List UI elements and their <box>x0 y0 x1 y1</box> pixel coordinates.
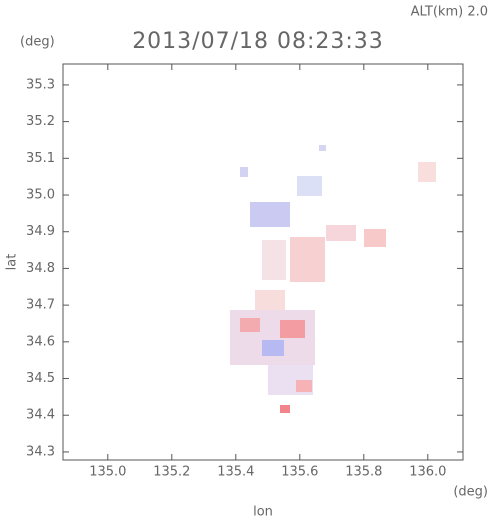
y-tick-label: 34.4 <box>26 408 55 423</box>
y-tick-label: 35.1 <box>26 151 55 166</box>
x-tick-label: 135.4 <box>217 465 254 480</box>
echo <box>280 320 305 338</box>
plot-frame <box>62 63 464 461</box>
echo <box>290 237 325 282</box>
y-tick-label: 34.8 <box>26 261 55 276</box>
x-tick-label: 135.8 <box>345 465 382 480</box>
chart-title: 2013/07/18 08:23:33 <box>132 29 384 54</box>
y-tick-label: 34.6 <box>26 334 55 349</box>
echo <box>262 240 286 280</box>
y-label: lat <box>5 254 20 271</box>
y-tick-label: 35.3 <box>26 77 55 92</box>
y-unit: (deg) <box>20 35 55 50</box>
echo <box>240 167 248 177</box>
y-tick-label: 34.7 <box>26 298 55 313</box>
y-tick-label: 35.0 <box>26 188 55 203</box>
echo <box>326 225 356 241</box>
x-tick-label: 135.6 <box>281 465 318 480</box>
x-tick-label: 135.0 <box>89 465 126 480</box>
y-tick-label: 34.9 <box>26 224 55 239</box>
x-unit: (deg) <box>453 485 488 500</box>
x-tick-label: 135.2 <box>153 465 190 480</box>
echo <box>418 162 436 182</box>
echo <box>280 405 290 413</box>
echo <box>364 229 386 247</box>
echo <box>296 380 312 392</box>
y-tick-label: 34.5 <box>26 371 55 386</box>
y-tick-label: 34.3 <box>26 444 55 459</box>
echo <box>297 176 322 196</box>
echo <box>250 202 290 227</box>
x-label: lon <box>253 505 273 520</box>
echo-field <box>230 145 436 413</box>
echo <box>262 340 284 356</box>
echo <box>240 318 260 332</box>
echo <box>319 145 326 151</box>
x-tick-label: 136.0 <box>409 465 446 480</box>
altitude: ALT(km) 2.0 <box>411 5 488 20</box>
y-tick-label: 35.2 <box>26 114 55 129</box>
